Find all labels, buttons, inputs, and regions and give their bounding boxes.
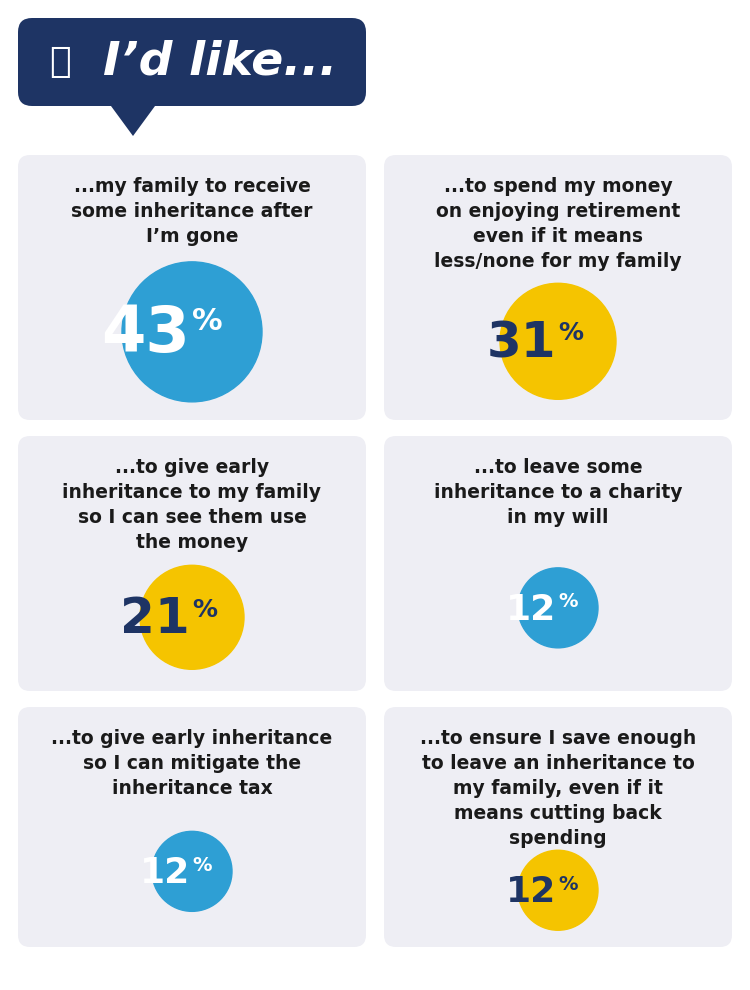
Text: %: % <box>192 598 217 622</box>
Text: 43: 43 <box>101 303 190 365</box>
Text: %: % <box>192 307 223 336</box>
FancyBboxPatch shape <box>384 707 732 947</box>
FancyBboxPatch shape <box>18 436 366 691</box>
Text: ...to give early
inheritance to my family
so I can see them use
the money: ...to give early inheritance to my famil… <box>62 458 322 552</box>
Circle shape <box>140 565 244 669</box>
FancyBboxPatch shape <box>384 436 732 691</box>
Text: ...my family to receive
some inheritance after
I’m gone: ...my family to receive some inheritance… <box>71 177 313 246</box>
Text: %: % <box>558 875 578 894</box>
FancyBboxPatch shape <box>384 155 732 420</box>
Circle shape <box>518 568 598 647</box>
Text: 21: 21 <box>120 595 190 644</box>
Text: %: % <box>558 592 578 612</box>
Text: I’d like...: I’d like... <box>103 40 337 84</box>
Text: ...to spend my money
on enjoying retirement
even if it means
less/none for my fa: ...to spend my money on enjoying retirem… <box>434 177 682 271</box>
Circle shape <box>500 283 616 399</box>
Text: ...to ensure I save enough
to leave an inheritance to
my family, even if it
mean: ...to ensure I save enough to leave an i… <box>420 729 696 848</box>
Text: 12: 12 <box>506 593 556 627</box>
Text: 👍: 👍 <box>50 45 70 79</box>
Text: 31: 31 <box>486 320 556 367</box>
FancyBboxPatch shape <box>18 18 366 106</box>
Text: ...to leave some
inheritance to a charity
in my will: ...to leave some inheritance to a charit… <box>433 458 682 527</box>
FancyBboxPatch shape <box>18 155 366 420</box>
Polygon shape <box>111 106 155 136</box>
Circle shape <box>152 832 232 912</box>
Text: %: % <box>192 855 211 875</box>
FancyBboxPatch shape <box>18 707 366 947</box>
Circle shape <box>518 850 598 931</box>
Text: 12: 12 <box>140 856 190 890</box>
Text: ...to give early inheritance
so I can mitigate the
inheritance tax: ...to give early inheritance so I can mi… <box>51 729 333 798</box>
Circle shape <box>122 261 262 402</box>
Text: 12: 12 <box>506 875 556 909</box>
Text: %: % <box>558 321 583 345</box>
